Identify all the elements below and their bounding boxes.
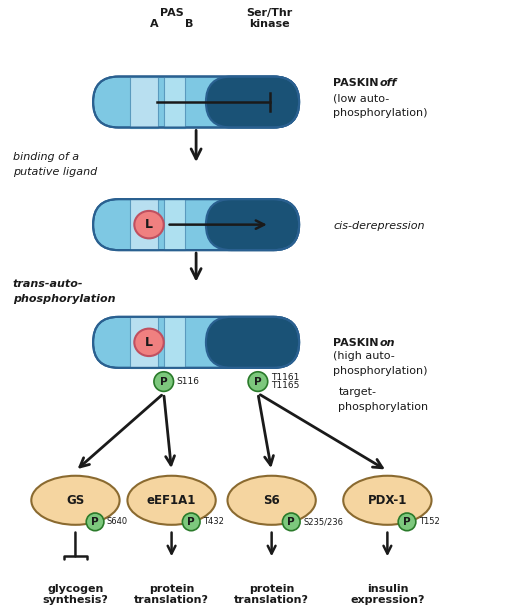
Text: phosphorylation: phosphorylation — [338, 402, 428, 412]
FancyBboxPatch shape — [206, 317, 298, 368]
Text: protein
translation?: protein translation? — [134, 584, 209, 605]
Text: P: P — [402, 517, 410, 527]
Text: B: B — [185, 19, 193, 29]
Bar — [164, 317, 185, 368]
Text: P: P — [91, 517, 98, 527]
Text: PASKIN: PASKIN — [333, 338, 382, 348]
Ellipse shape — [127, 475, 215, 525]
Bar — [130, 199, 158, 250]
Ellipse shape — [134, 211, 164, 238]
Text: A: A — [149, 19, 158, 29]
FancyBboxPatch shape — [93, 317, 298, 368]
Text: protein
translation?: protein translation? — [234, 584, 309, 605]
Bar — [164, 199, 185, 250]
Text: phosphorylation): phosphorylation) — [333, 108, 427, 118]
Text: T1161: T1161 — [270, 373, 298, 382]
Circle shape — [86, 513, 104, 531]
Text: L: L — [145, 218, 153, 231]
Text: T1165: T1165 — [270, 381, 298, 390]
Text: PAS: PAS — [160, 8, 183, 18]
Text: Ser/Thr: Ser/Thr — [246, 8, 292, 18]
Text: S116: S116 — [176, 377, 199, 386]
Text: P: P — [160, 376, 167, 387]
Text: cis-derepression: cis-derepression — [333, 221, 424, 230]
Text: T432: T432 — [203, 517, 223, 527]
Bar — [130, 317, 158, 368]
Bar — [130, 77, 158, 128]
Text: target-: target- — [338, 387, 376, 398]
Text: T152: T152 — [418, 517, 439, 527]
Circle shape — [282, 513, 299, 531]
Text: eEF1A1: eEF1A1 — [146, 494, 196, 507]
Ellipse shape — [31, 475, 119, 525]
Circle shape — [397, 513, 415, 531]
Text: L: L — [145, 336, 153, 349]
Text: trans-auto-: trans-auto- — [13, 280, 83, 289]
Text: P: P — [187, 517, 194, 527]
Text: kinase: kinase — [249, 19, 289, 29]
Text: P: P — [287, 517, 294, 527]
FancyBboxPatch shape — [93, 77, 298, 128]
Text: PASKIN: PASKIN — [333, 78, 382, 88]
FancyBboxPatch shape — [206, 77, 298, 128]
Text: glycogen
synthesis?: glycogen synthesis? — [42, 584, 108, 605]
Text: putative ligand: putative ligand — [13, 167, 97, 177]
Text: P: P — [254, 376, 261, 387]
Text: phosphorylation): phosphorylation) — [333, 366, 427, 376]
FancyBboxPatch shape — [206, 199, 298, 250]
Text: phosphorylation: phosphorylation — [13, 294, 115, 304]
Ellipse shape — [134, 328, 164, 356]
Circle shape — [154, 371, 173, 392]
Text: (high auto-: (high auto- — [333, 351, 394, 361]
Circle shape — [182, 513, 199, 531]
Text: insulin
expression?: insulin expression? — [349, 584, 424, 605]
Circle shape — [247, 371, 267, 392]
Text: off: off — [379, 78, 396, 88]
Ellipse shape — [342, 475, 431, 525]
Ellipse shape — [227, 475, 315, 525]
Text: binding of a: binding of a — [13, 152, 79, 162]
Text: GS: GS — [66, 494, 84, 507]
Text: PDX-1: PDX-1 — [367, 494, 406, 507]
Text: (low auto-: (low auto- — [333, 93, 389, 103]
Text: S6: S6 — [263, 494, 279, 507]
Bar — [164, 77, 185, 128]
Text: S235/236: S235/236 — [302, 517, 342, 527]
FancyBboxPatch shape — [93, 199, 298, 250]
Text: on: on — [379, 338, 394, 348]
Text: S640: S640 — [107, 517, 128, 527]
